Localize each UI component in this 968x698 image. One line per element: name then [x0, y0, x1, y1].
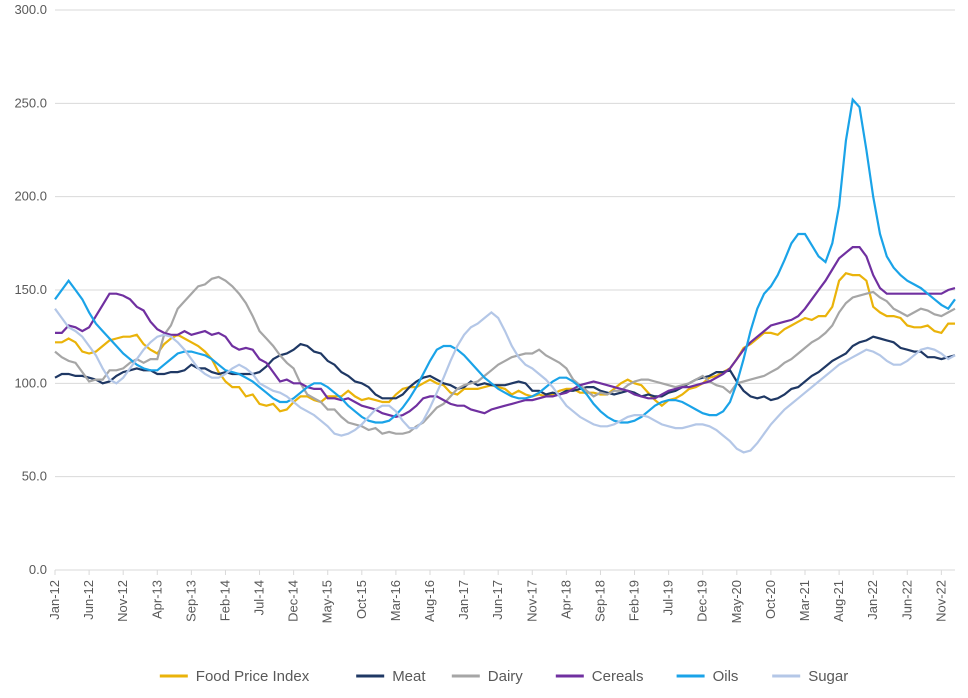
- x-axis-tick-label: Jun-17: [490, 580, 505, 620]
- x-axis-tick-label: Feb-14: [217, 580, 232, 621]
- chart-container: 0.0 50.0 100.0 150.0 200.0 250.0 300.0 Jan-12 Ju…: [0, 0, 968, 698]
- x-axis-tick-label: Feb-19: [627, 580, 642, 621]
- x-axis-tick-label: Apr-18: [558, 580, 573, 619]
- x-axis-tick-label: Dec-14: [286, 580, 301, 622]
- y-axis-tick-label: 0.0: [29, 562, 47, 577]
- x-axis-tick-label: Mar-16: [388, 580, 403, 621]
- y-axis-tick-label: 100.0: [14, 375, 47, 390]
- x-axis-tick-label: Jul-19: [661, 580, 676, 615]
- x-axis-tick-label: Nov-17: [524, 580, 539, 622]
- legend-label: Dairy: [488, 668, 524, 685]
- y-axis-tick-label: 300.0: [14, 2, 47, 17]
- y-axis-tick-label: 250.0: [14, 95, 47, 110]
- legend-label: Meat: [392, 668, 426, 685]
- legend-label: Oils: [713, 668, 739, 685]
- x-axis-tick-label: Oct-20: [763, 580, 778, 619]
- x-axis-tick-label: Jan-12: [47, 580, 62, 620]
- x-axis-tick-label: Jul-14: [252, 580, 267, 615]
- x-axis-tick-label: May-15: [320, 580, 335, 623]
- y-axis-tick-label: 50.0: [22, 469, 47, 484]
- x-axis-tick-label: Mar-21: [797, 580, 812, 621]
- x-axis-tick-label: Dec-19: [695, 580, 710, 622]
- legend-label: Cereals: [592, 668, 644, 685]
- x-axis-tick-label: Nov-22: [933, 580, 948, 622]
- x-axis-tick-label: Oct-15: [354, 580, 369, 619]
- x-axis-tick-label: Sep-18: [592, 580, 607, 622]
- x-axis-tick-label: Apr-13: [149, 580, 164, 619]
- legend-label: Food Price Index: [196, 668, 310, 685]
- x-axis-tick-label: Nov-12: [115, 580, 130, 622]
- x-axis-tick-label: Jun-12: [81, 580, 96, 620]
- x-axis-tick-label: Aug-21: [831, 580, 846, 622]
- x-axis-tick-label: Aug-16: [422, 580, 437, 622]
- x-axis-tick-label: Jun-22: [899, 580, 914, 620]
- x-axis-tick-label: Jan-22: [865, 580, 880, 620]
- line-chart: 0.0 50.0 100.0 150.0 200.0 250.0 300.0 Jan-12 Ju…: [0, 0, 968, 698]
- x-axis-tick-label: May-20: [729, 580, 744, 623]
- x-axis-tick-label: Jan-17: [456, 580, 471, 620]
- x-axis-tick-label: Sep-13: [183, 580, 198, 622]
- y-axis-tick-label: 150.0: [14, 282, 47, 297]
- legend-label: Sugar: [808, 668, 848, 685]
- y-axis-tick-label: 200.0: [14, 189, 47, 204]
